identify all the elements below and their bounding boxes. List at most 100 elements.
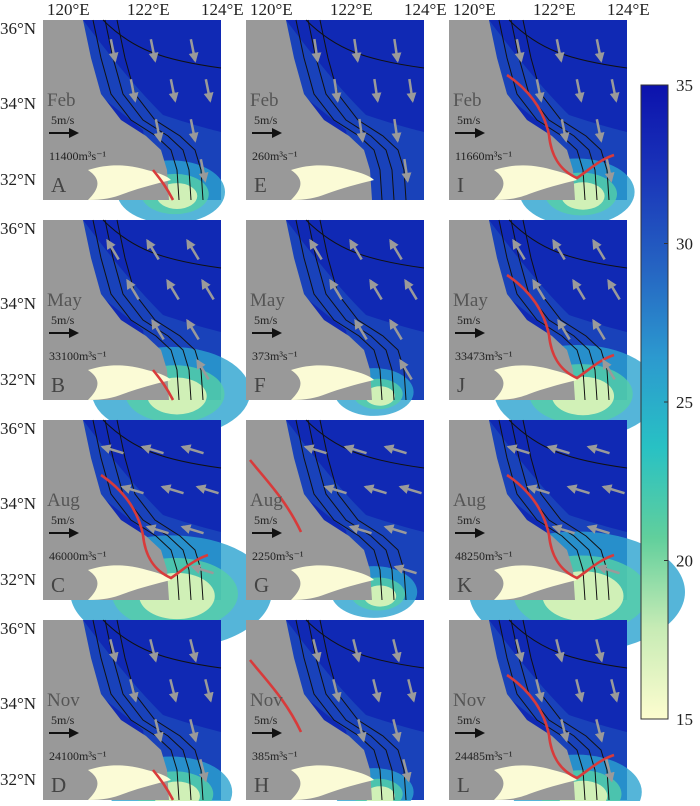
flow-arrow [180,524,204,535]
month-label: Aug [47,490,80,511]
flow-arrow [389,318,403,341]
flow-arrow [566,484,590,495]
scale-label: 5m/s [457,513,481,527]
flow-arrow [329,278,343,301]
x-tick-label: 122°E [127,0,170,19]
map-panel-G: Aug 5m/s 2250m³s⁻¹ G [246,419,425,618]
flow-arrow [594,118,605,143]
month-label: Feb [250,90,279,111]
map-panel-D: Nov 5m/s 24100m³s⁻¹ D [43,619,233,806]
flow-arrow [592,238,606,261]
map-panel-F: May 5m/s 373m³s⁻¹ F [246,219,425,416]
flow-arrow [186,318,200,341]
colorbar-tick-label: 30 [676,235,693,254]
flow-arrow [160,484,184,495]
scale-label: 5m/s [51,113,75,127]
coastal-water [286,620,424,800]
red-contour [151,169,175,201]
month-label: Feb [47,90,76,111]
coastal-water [489,620,627,800]
flow-arrow [148,38,159,63]
flow-arrow [363,484,387,495]
red-contour [506,73,615,180]
panel-letter: A [51,173,67,197]
colorbar-tick-label: 25 [676,393,693,412]
salinity-contour [498,19,586,201]
x-tick-label: 120°E [250,0,293,19]
flow-arrow [546,444,570,455]
panel-letter: B [51,373,65,397]
red-contour [506,473,615,580]
flow-arrow [406,78,417,103]
flow-arrow [609,78,620,103]
y-tick-label: 34°N [0,494,36,513]
panel-letter: E [254,173,267,197]
y-tick-label: 32°N [0,170,36,189]
month-label: Feb [453,90,482,111]
discharge-label: 33473m³s⁻¹ [455,349,513,363]
flow-arrow [190,564,214,575]
month-label: May [453,290,488,311]
flow-arrow [106,238,120,261]
coastal-water [286,20,424,200]
flow-arrow [128,679,139,703]
flow-arrow [371,78,382,103]
flow-arrow [401,158,412,183]
river-estuary [291,165,374,200]
panel-letter: C [51,573,65,597]
flow-arrow [331,679,342,703]
land [43,20,169,200]
flow-arrow [514,639,525,663]
scale-label: 5m/s [254,713,278,727]
salinity-contour [522,19,610,201]
flow-arrow [151,318,165,341]
flow-arrow [331,78,342,103]
red-contour [100,473,209,580]
coastal-water [286,220,424,400]
map-panel-E: Feb 5m/s 260m³s⁻¹ E [246,19,425,201]
flow-arrow [195,484,219,495]
flow-arrow [552,238,566,261]
salinity-contour [498,619,586,801]
scale-label: 5m/s [254,113,278,127]
y-tick-label: 32°N [0,370,36,389]
map-panel-C: Aug 5m/s 46000m³s⁻¹ C [43,419,272,649]
salinity-contour [295,619,383,801]
salinity-contour [116,619,204,801]
coastal-water [489,20,627,200]
flow-arrow [148,639,159,663]
flow-arrow [609,679,620,703]
discharge-label: 33100m³s⁻¹ [49,349,107,363]
river-estuary [291,765,374,800]
flow-arrow [128,78,139,103]
salinity-contour [319,619,407,801]
flow-arrow [168,78,179,103]
flow-arrow [188,118,199,143]
discharge-label: 11660m³s⁻¹ [455,149,512,163]
x-tick-label: 122°E [330,0,373,19]
salinity-contour [508,219,628,269]
flow-arrow [108,38,119,63]
flow-arrow [526,484,550,495]
month-label: Nov [47,690,80,711]
y-tick-label: 34°N [0,694,36,713]
x-tick-label: 124°E [201,0,244,19]
flow-arrow [351,639,362,663]
flow-arrow [391,118,402,143]
x-tick-label: 124°E [607,0,650,19]
colorbar-tick-label: 15 [676,710,693,729]
axis-labels: 120°E 122°E 124°E 120°E 122°E 124°E 120°E 122°E… [0,0,650,789]
flow-arrow [607,278,621,301]
panel-letter: J [457,373,465,397]
scale-label: 5m/s [254,513,278,527]
flow-arrow [145,524,169,535]
flow-arrow [201,278,215,301]
flow-arrow [391,719,402,743]
salinity-contour [104,619,192,801]
map-panel-J: May 5m/s 33473m³s⁻¹ J [449,219,660,440]
flow-arrow [398,484,422,495]
flow-arrow [348,524,372,535]
flow-arrow [349,238,363,261]
month-label: May [250,290,285,311]
discharge-label: 11400m³s⁻¹ [49,149,106,163]
